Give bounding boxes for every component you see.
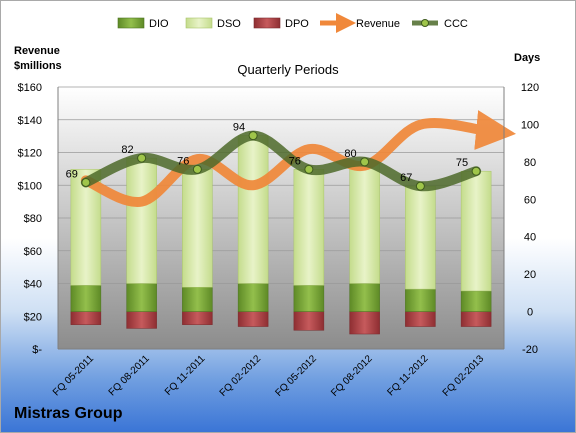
ccc-data-label: 80 (344, 148, 356, 160)
y-left-title-line1: Revenue (14, 45, 60, 57)
y-left-tick-label: $160 (18, 82, 42, 94)
ccc-data-label: 94 (233, 122, 245, 134)
legend-item-revenue: Revenue (320, 13, 400, 33)
dio-bar (460, 290, 492, 312)
company-name: Mistras Group (14, 405, 123, 422)
chart-title: Quarterly Periods (237, 62, 339, 77)
legend-item-ccc: CCC (412, 18, 468, 30)
y-left-tick-label: $40 (24, 279, 42, 291)
dio-bar (126, 283, 157, 312)
legend-swatch (185, 17, 213, 29)
ccc-point (248, 131, 258, 141)
legend-item-dio: DIO (117, 17, 169, 30)
labels: 69 82 76 94 76 80 67 75 (66, 122, 469, 185)
legend-swatch (117, 17, 145, 29)
x-tick-label: FQ 02-2012 (218, 353, 264, 399)
dio-bar (349, 283, 380, 312)
legend-item-dpo: DPO (253, 17, 309, 30)
y-left-tick-label: $20 (24, 311, 42, 323)
legend: DIO DSO DPO Revenue CCC (117, 13, 468, 33)
ccc-data-label: 67 (400, 172, 412, 184)
lines (80, 110, 516, 207)
dio-bar (293, 285, 325, 312)
y-left-axis-title: Revenue $millions (14, 44, 74, 74)
dpo-bar (405, 311, 436, 327)
ccc-data-label: 82 (121, 144, 133, 156)
legend-swatch (253, 17, 281, 29)
dpo-bar (182, 311, 213, 325)
x-tick-label: FQ 11-2011 (163, 353, 208, 398)
ccc-data-label: 76 (289, 155, 301, 167)
x-tick-label: FQ 08-2012 (329, 353, 375, 399)
dso-bar (460, 170, 492, 292)
bars (70, 135, 492, 335)
ccc-point (415, 181, 425, 191)
ccc-point (192, 164, 202, 174)
legend-label: DIO (149, 18, 169, 30)
y-left-title-line2: $millions (14, 60, 62, 72)
ccc-data-label: 69 (66, 168, 78, 180)
y-right-tick-label: 0 (527, 307, 533, 319)
dpo-bar (126, 311, 157, 329)
dso-bar (405, 185, 436, 290)
y-right-tick-label: -20 (522, 344, 538, 356)
x-tick-label: FQ 11-2012 (386, 353, 431, 398)
x-tick-label: FQ 05-2012 (273, 353, 319, 399)
dso-bar (182, 169, 213, 288)
revenue-line (80, 110, 516, 207)
ccc-point (304, 164, 314, 174)
x-tick-label: FQ 05-2011 (51, 353, 96, 398)
y-left-tick-label: $- (32, 344, 42, 356)
y-right-tick-label: 100 (521, 119, 539, 131)
legend-label: CCC (444, 18, 468, 30)
ccc-point (81, 177, 91, 187)
dio-bar (70, 285, 102, 312)
legend-item-dso: DSO (185, 17, 241, 30)
dio-bar (237, 283, 269, 312)
ccc-data-label: 75 (456, 157, 468, 169)
x-tick-label: FQ 08-2011 (107, 353, 152, 398)
dso-bar (349, 161, 380, 284)
y-right-axis-title: Days (514, 52, 541, 64)
dso-bar (293, 169, 325, 286)
y-right-tick-label: 20 (524, 269, 536, 281)
y-right-tick-label: 120 (521, 82, 539, 94)
ccc-point (471, 166, 481, 176)
y-left-tick-label: $120 (18, 148, 42, 160)
x-tick-label: FQ 02-2013 (441, 353, 487, 399)
legend-label: Revenue (356, 18, 400, 30)
dpo-bar (70, 311, 102, 325)
ccc-point (137, 153, 147, 163)
dpo-bar (237, 311, 269, 327)
y-right-tick-label: 60 (524, 194, 536, 206)
dpo-bar (293, 311, 325, 331)
ccc-data-label: 76 (177, 155, 189, 167)
y-left-tick-label: $100 (18, 180, 42, 192)
y-right-tick-label: 80 (524, 157, 536, 169)
ccc-point (360, 157, 370, 167)
dio-bar (405, 288, 436, 312)
ccc-line (80, 130, 482, 192)
y-left-tick-label: $60 (24, 246, 42, 258)
dso-bar (237, 135, 269, 284)
dso-bar (126, 157, 157, 284)
y-left-tick-label: $140 (18, 115, 42, 127)
legend-marker (421, 19, 429, 27)
y-right-tick-label: 40 (524, 232, 536, 244)
dio-bar (182, 286, 213, 312)
y-left-tick-label: $80 (24, 213, 42, 225)
dpo-bar (460, 311, 492, 327)
legend-label: DPO (285, 18, 309, 30)
legend-label: DSO (217, 18, 241, 30)
dpo-bar (349, 311, 380, 335)
